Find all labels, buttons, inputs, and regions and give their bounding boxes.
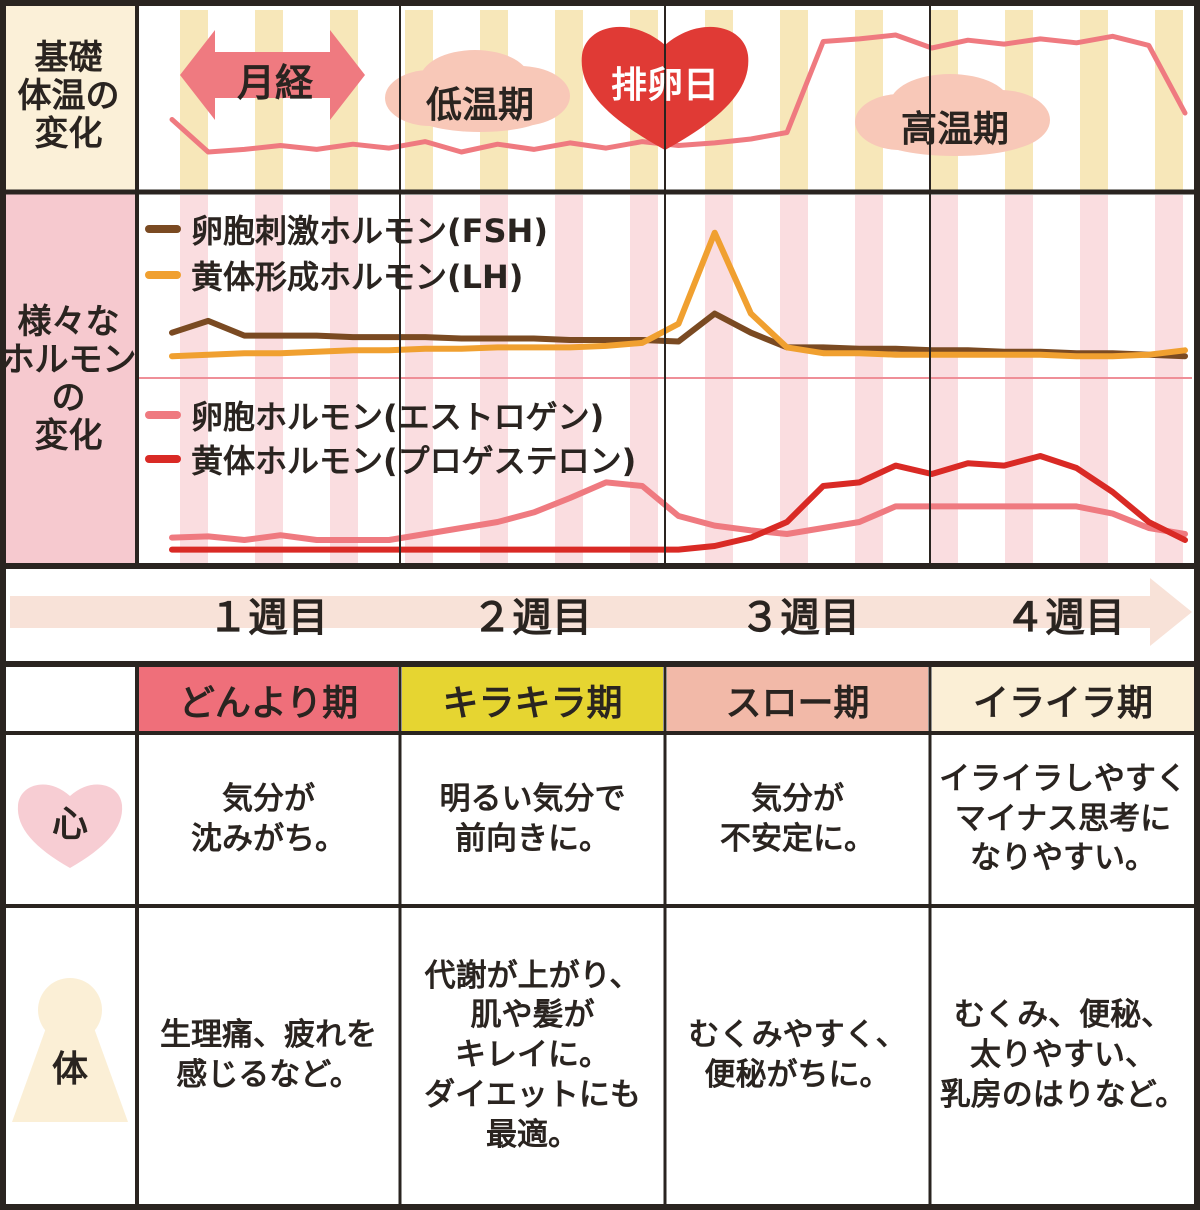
body-cell-2: 代謝が上がり、 肌や髪が キレイに。 ダイエットにも 最適。 xyxy=(424,957,641,1153)
lh-line xyxy=(169,229,1188,360)
mind-cell-1: 気分が 沈みがち。 xyxy=(191,780,346,857)
phase-2-bg xyxy=(402,666,663,732)
mind-heart-icon xyxy=(17,784,123,868)
bbt-line xyxy=(169,32,1188,155)
chart-lines xyxy=(169,32,1188,553)
legend-progesterone-label: 黄体ホルモン(プロゲステロン) xyxy=(191,442,637,480)
legend-fsh-swatch xyxy=(145,225,181,233)
high-temp-label: 高温期 xyxy=(900,109,1009,150)
legend-lh: 黄体形成ホルモン(LH) xyxy=(145,252,523,298)
hormone-label-bg xyxy=(0,192,137,564)
bbt-label-bg xyxy=(0,0,137,192)
phase-2-header: キラキラ期 xyxy=(442,683,623,724)
body-cell-4: むくみ、便秘、 太りやすい、 乳房のはりなど。 xyxy=(939,997,1187,1113)
legend-lh-swatch xyxy=(145,271,181,279)
low-temp-cloud xyxy=(385,50,570,132)
body-cell-1: 生理痛、疲れを 感じるなど。 xyxy=(160,1017,377,1093)
legend-progesterone: 黄体ホルモン(プロゲステロン) xyxy=(145,436,636,482)
bbt-row-label: 基礎 体温の 変化 xyxy=(17,37,120,155)
estrogen-line xyxy=(169,479,1188,543)
week-4-label: ４週目 xyxy=(1005,595,1125,641)
week-2-label: ２週目 xyxy=(472,595,592,641)
mind-cell-2: 明るい気分で 前向きに。 xyxy=(439,780,626,857)
mind-row-label: 心 xyxy=(51,803,88,845)
week-3-label: ３週目 xyxy=(740,595,860,641)
progesterone-line xyxy=(169,453,1188,553)
body-cell-3: むくみやすく、 便秘がちに。 xyxy=(688,1017,907,1093)
legend-estrogen: 卵胞ホルモン(エストロゲン) xyxy=(145,392,604,438)
week-1-label: １週目 xyxy=(208,595,328,641)
legend-fsh: 卵胞刺激ホルモン(FSH) xyxy=(145,206,548,252)
high-temp-cloud xyxy=(855,74,1050,156)
bbt-stripe xyxy=(255,10,283,190)
menstruation-label: 月経 xyxy=(236,61,313,105)
phase-3-bg xyxy=(667,666,928,732)
phase-3-header: スロー期 xyxy=(725,683,870,724)
legend-lh-label: 黄体形成ホルモン(LH) xyxy=(191,258,524,296)
mind-cell-3: 気分が 不安定に。 xyxy=(720,780,875,857)
bbt-stripe xyxy=(780,10,808,190)
legend-fsh-label: 卵胞刺激ホルモン(FSH) xyxy=(191,212,548,250)
ovulation-label: 排卵日 xyxy=(610,65,719,106)
legend-progesterone-swatch xyxy=(145,455,181,463)
legend-estrogen-label: 卵胞ホルモン(エストロゲン) xyxy=(191,398,605,436)
legend-estrogen-swatch xyxy=(145,411,181,419)
hormone-row-label: 様々な ホルモン の 変化 xyxy=(0,301,137,457)
mind-cell-4: イライラしやすく マイナス思考に なりやすい。 xyxy=(939,760,1187,877)
body-row-label: 体 xyxy=(51,1048,88,1090)
phase-1-header: どんより期 xyxy=(178,683,359,724)
phase-4-header: イライラ期 xyxy=(972,683,1153,724)
phase-4-bg xyxy=(932,666,1194,732)
phase-backgrounds xyxy=(139,666,1194,732)
body-person-icon xyxy=(12,978,128,1122)
low-temp-label: 低温期 xyxy=(425,85,534,126)
week-arrow xyxy=(10,578,1192,646)
menstruation-arrow xyxy=(180,30,365,120)
phase-1-bg xyxy=(139,666,398,732)
